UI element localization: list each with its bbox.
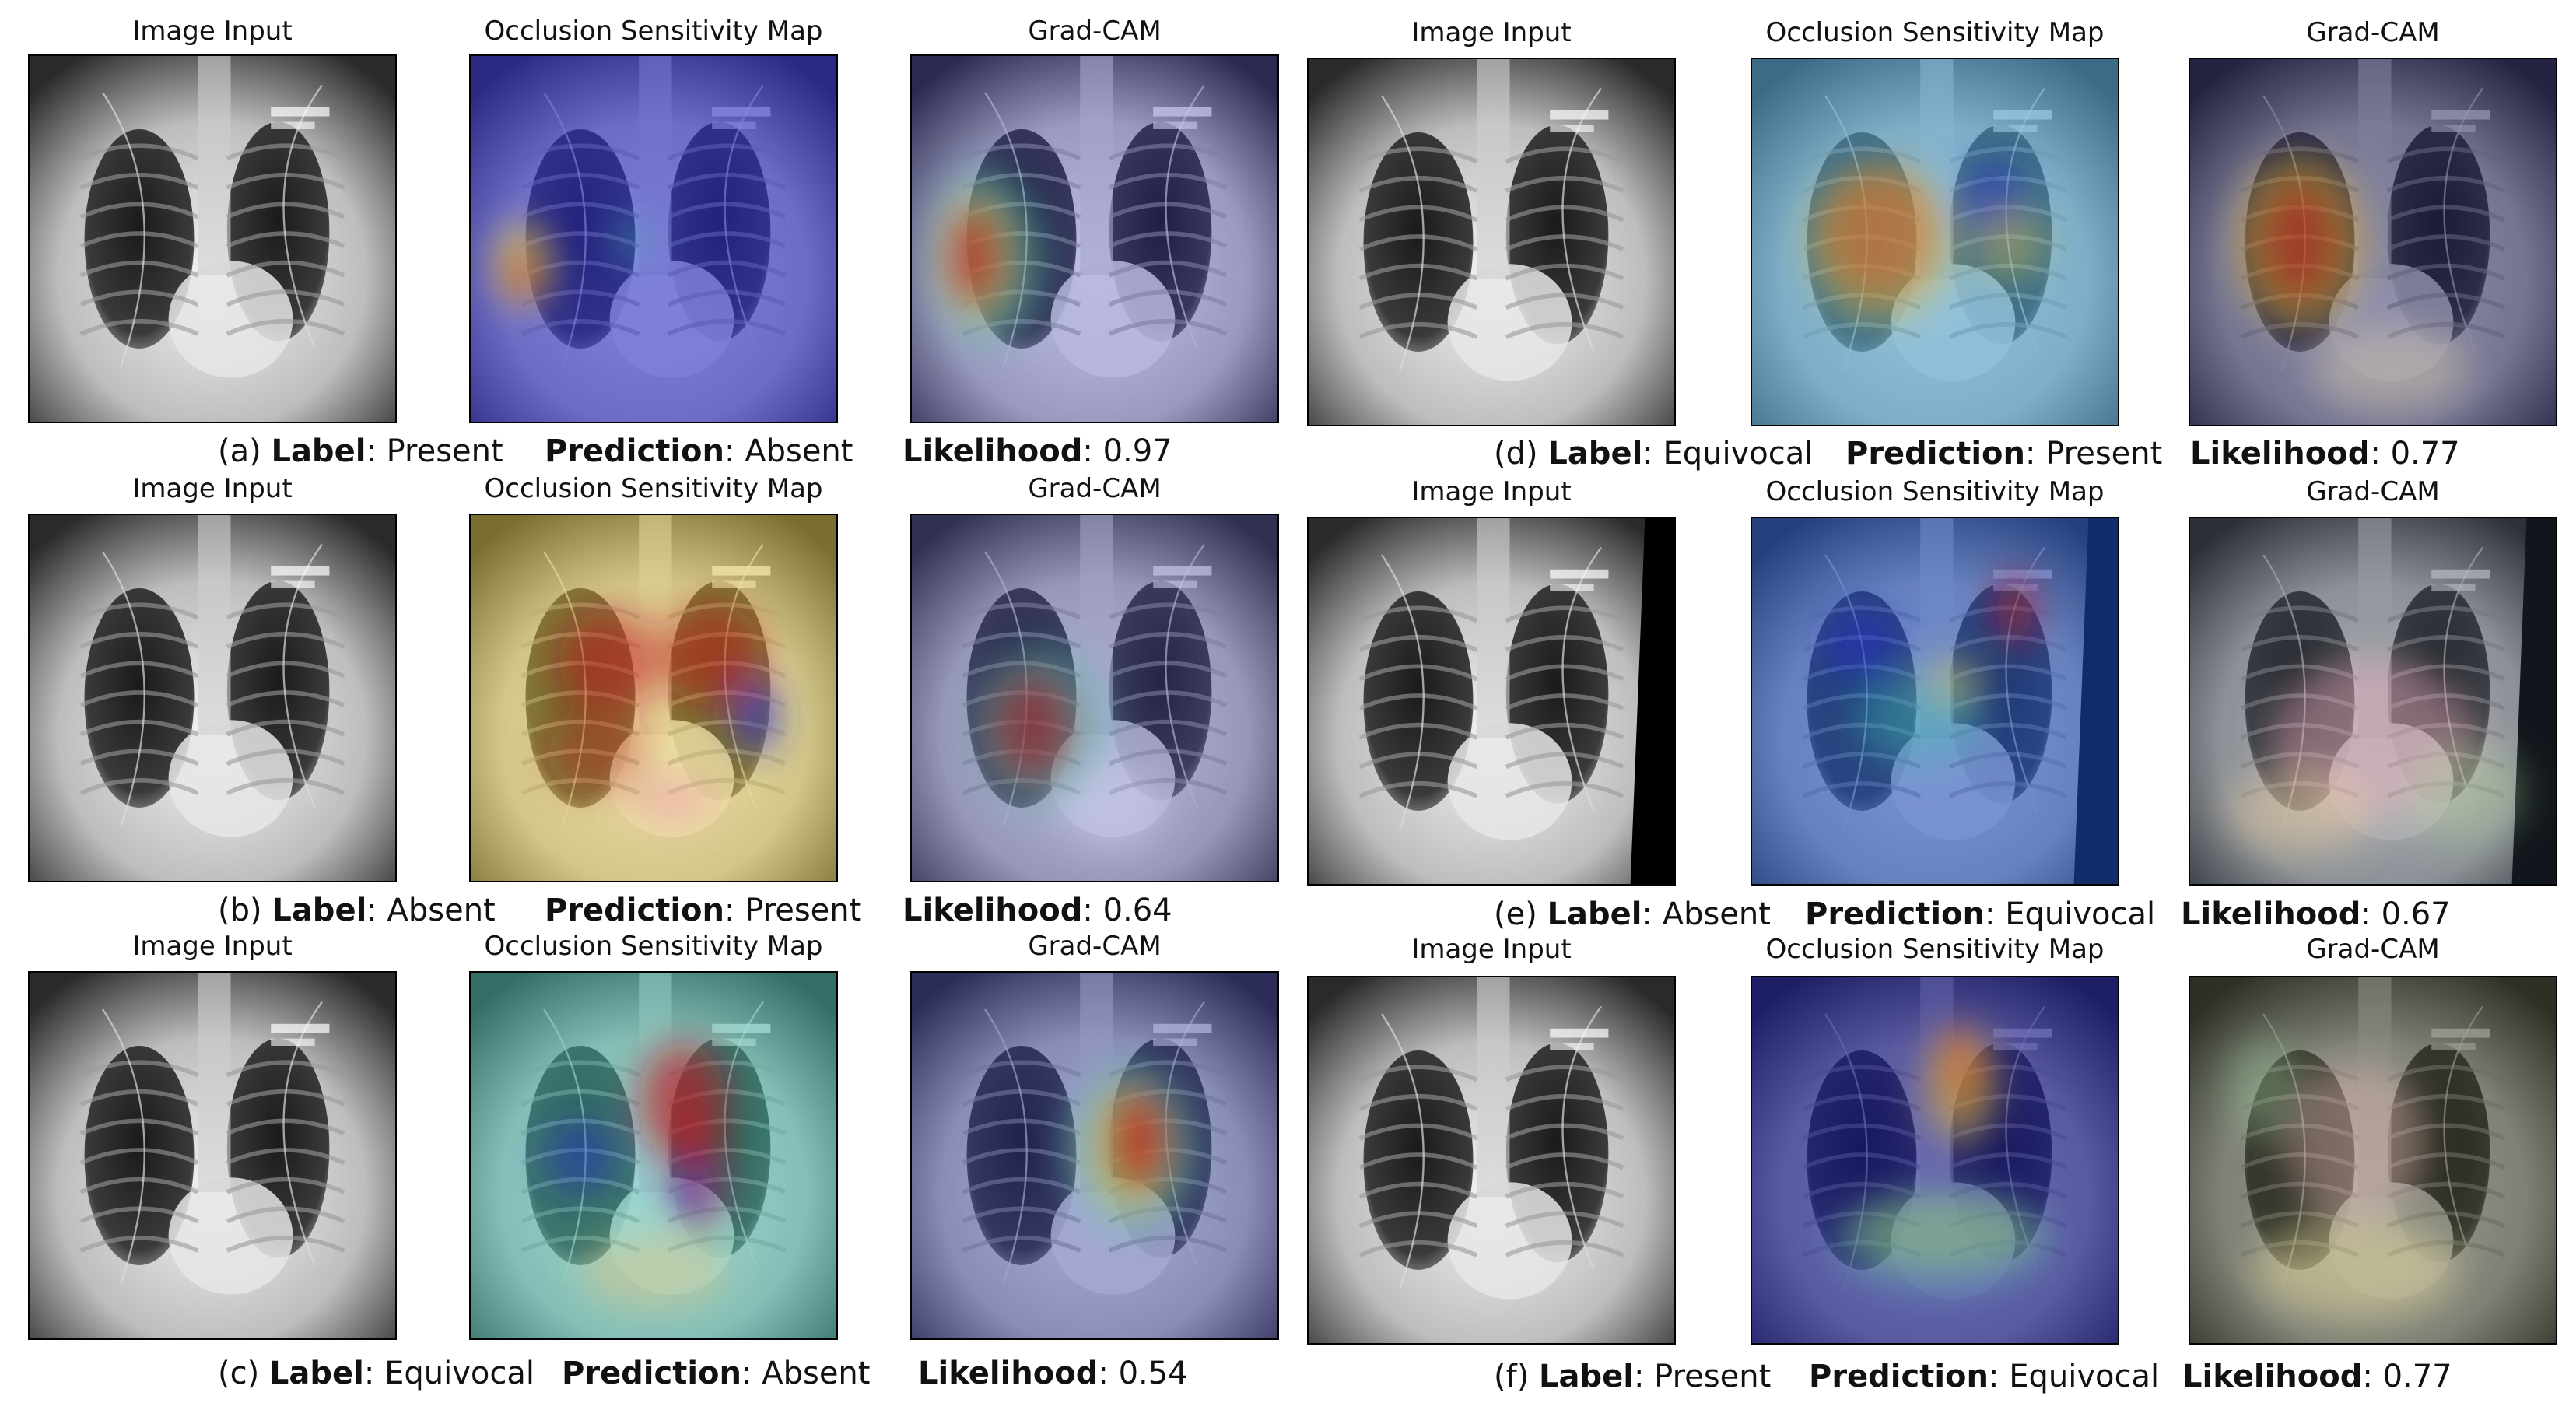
prediction-key: Prediction — [1845, 436, 2026, 472]
panel-a-caption-likelihood: Likelihood: 0.97 — [902, 433, 1172, 469]
panel-f-caption-likelihood: Likelihood: 0.77 — [2182, 1359, 2452, 1394]
panel-c-caption-label: (c) Label: Equivocal — [218, 1356, 534, 1391]
panel-e-title-occlusion: Occlusion Sensitivity Map — [1765, 476, 2105, 507]
panel-f-title-occlusion: Occlusion Sensitivity Map — [1765, 934, 2105, 965]
panel-c-title-occlusion: Occlusion Sensitivity Map — [484, 931, 823, 962]
label-key: Label — [1547, 896, 1642, 932]
panel-b-title-gradcam: Grad-CAM — [1028, 473, 1162, 504]
prediction-key: Prediction — [545, 433, 725, 469]
panel-a-occlusion-sensitivity-map — [469, 54, 838, 423]
label-value: Equivocal — [1663, 436, 1814, 472]
panel-letter: (f) — [1494, 1359, 1530, 1394]
panel-e-occlusion-sensitivity-map — [1751, 517, 2119, 886]
label-key: Label — [271, 433, 366, 469]
label-value: Absent — [387, 893, 496, 928]
panel-b-caption-label: (b) Label: Absent — [218, 893, 496, 928]
prediction-key: Prediction — [1809, 1359, 1989, 1394]
panel-letter: (e) — [1494, 896, 1537, 932]
panel-b-caption-prediction: Prediction: Present — [545, 893, 862, 928]
prediction-value: Absent — [762, 1356, 871, 1391]
panel-letter: (d) — [1494, 436, 1538, 472]
panel-a-image-input-xray — [28, 54, 397, 423]
label-value: Present — [1654, 1359, 1772, 1394]
prediction-value: Equivocal — [2005, 896, 2156, 932]
prediction-value: Present — [745, 893, 862, 928]
panel-f-title-input: Image Input — [1411, 934, 1572, 965]
panel-d-caption-likelihood: Likelihood: 0.77 — [2190, 436, 2460, 472]
panel-b-title-occlusion: Occlusion Sensitivity Map — [484, 473, 823, 504]
likelihood-value: 0.97 — [1102, 433, 1172, 469]
label-key: Label — [272, 893, 367, 928]
likelihood-value: 0.54 — [1118, 1356, 1188, 1391]
panel-a-title-gradcam: Grad-CAM — [1028, 16, 1162, 47]
likelihood-key: Likelihood — [2181, 896, 2361, 932]
panel-c-caption-prediction: Prediction: Absent — [562, 1356, 871, 1391]
panel-f-occlusion-sensitivity-map — [1751, 976, 2119, 1345]
panel-e-caption-likelihood: Likelihood: 0.67 — [2181, 896, 2451, 932]
panel-c-title-input: Image Input — [132, 931, 293, 962]
prediction-value: Equivocal — [2009, 1359, 2160, 1394]
panel-e-caption-label: (e) Label: Absent — [1494, 896, 1771, 932]
panel-d-caption-label: (d) Label: Equivocal — [1494, 436, 1814, 472]
panel-e-title-input: Image Input — [1411, 476, 1572, 507]
panel-d-title-occlusion: Occlusion Sensitivity Map — [1765, 17, 2105, 48]
panel-a-caption-prediction: Prediction: Absent — [545, 433, 853, 469]
panel-d-image-input-xray — [1307, 58, 1676, 426]
prediction-key: Prediction — [1805, 896, 1985, 932]
panel-f-image-input-xray — [1307, 976, 1676, 1345]
prediction-value: Absent — [745, 433, 853, 469]
label-key: Label — [268, 1356, 364, 1391]
panel-b-title-input: Image Input — [132, 473, 293, 504]
panel-b-image-input-xray — [28, 514, 397, 882]
panel-b-grad-cam-map — [910, 514, 1279, 882]
prediction-value: Present — [2045, 436, 2163, 472]
panel-e-title-gradcam: Grad-CAM — [2306, 476, 2440, 507]
panel-c-caption-likelihood: Likelihood: 0.54 — [918, 1356, 1188, 1391]
likelihood-key: Likelihood — [918, 1356, 1099, 1391]
likelihood-key: Likelihood — [902, 433, 1083, 469]
panel-d-title-input: Image Input — [1411, 17, 1572, 48]
panel-d-occlusion-sensitivity-map — [1751, 58, 2119, 426]
label-value: Absent — [1662, 896, 1771, 932]
panel-c-occlusion-sensitivity-map — [469, 971, 838, 1340]
panel-c-grad-cam-map — [910, 971, 1279, 1340]
panel-e-grad-cam-map — [2189, 517, 2557, 886]
likelihood-value: 0.77 — [2390, 436, 2460, 472]
panel-a-title-occlusion: Occlusion Sensitivity Map — [484, 16, 823, 47]
label-value: Present — [386, 433, 503, 469]
label-key: Label — [1539, 1359, 1634, 1394]
panel-letter: (c) — [218, 1356, 260, 1391]
likelihood-key: Likelihood — [2182, 1359, 2363, 1394]
label-key: Label — [1547, 436, 1643, 472]
panel-f-caption-prediction: Prediction: Equivocal — [1809, 1359, 2160, 1394]
panel-e-image-input-xray — [1307, 517, 1676, 886]
panel-f-caption-label: (f) Label: Present — [1494, 1359, 1772, 1394]
likelihood-key: Likelihood — [902, 893, 1083, 928]
panel-b-occlusion-sensitivity-map — [469, 514, 838, 882]
panel-letter: (a) — [218, 433, 261, 469]
likelihood-value: 0.67 — [2381, 896, 2451, 932]
prediction-key: Prediction — [545, 893, 725, 928]
label-value: Equivocal — [384, 1356, 534, 1391]
panel-b-caption-likelihood: Likelihood: 0.64 — [902, 893, 1172, 928]
panel-a-title-input: Image Input — [132, 16, 293, 47]
panel-letter: (b) — [218, 893, 262, 928]
panel-d-title-gradcam: Grad-CAM — [2306, 17, 2440, 48]
panel-f-title-gradcam: Grad-CAM — [2306, 934, 2440, 965]
panel-c-title-gradcam: Grad-CAM — [1028, 931, 1162, 962]
panel-a-caption-label: (a) Label: Present — [218, 433, 503, 469]
likelihood-key: Likelihood — [2190, 436, 2371, 472]
panel-a-grad-cam-map — [910, 54, 1279, 423]
panel-f-grad-cam-map — [2189, 976, 2557, 1345]
likelihood-value: 0.77 — [2382, 1359, 2452, 1394]
prediction-key: Prediction — [562, 1356, 742, 1391]
panel-e-caption-prediction: Prediction: Equivocal — [1805, 896, 2156, 932]
panel-d-grad-cam-map — [2189, 58, 2557, 426]
panel-d-caption-prediction: Prediction: Present — [1845, 436, 2163, 472]
likelihood-value: 0.64 — [1102, 893, 1172, 928]
panel-c-image-input-xray — [28, 971, 397, 1340]
